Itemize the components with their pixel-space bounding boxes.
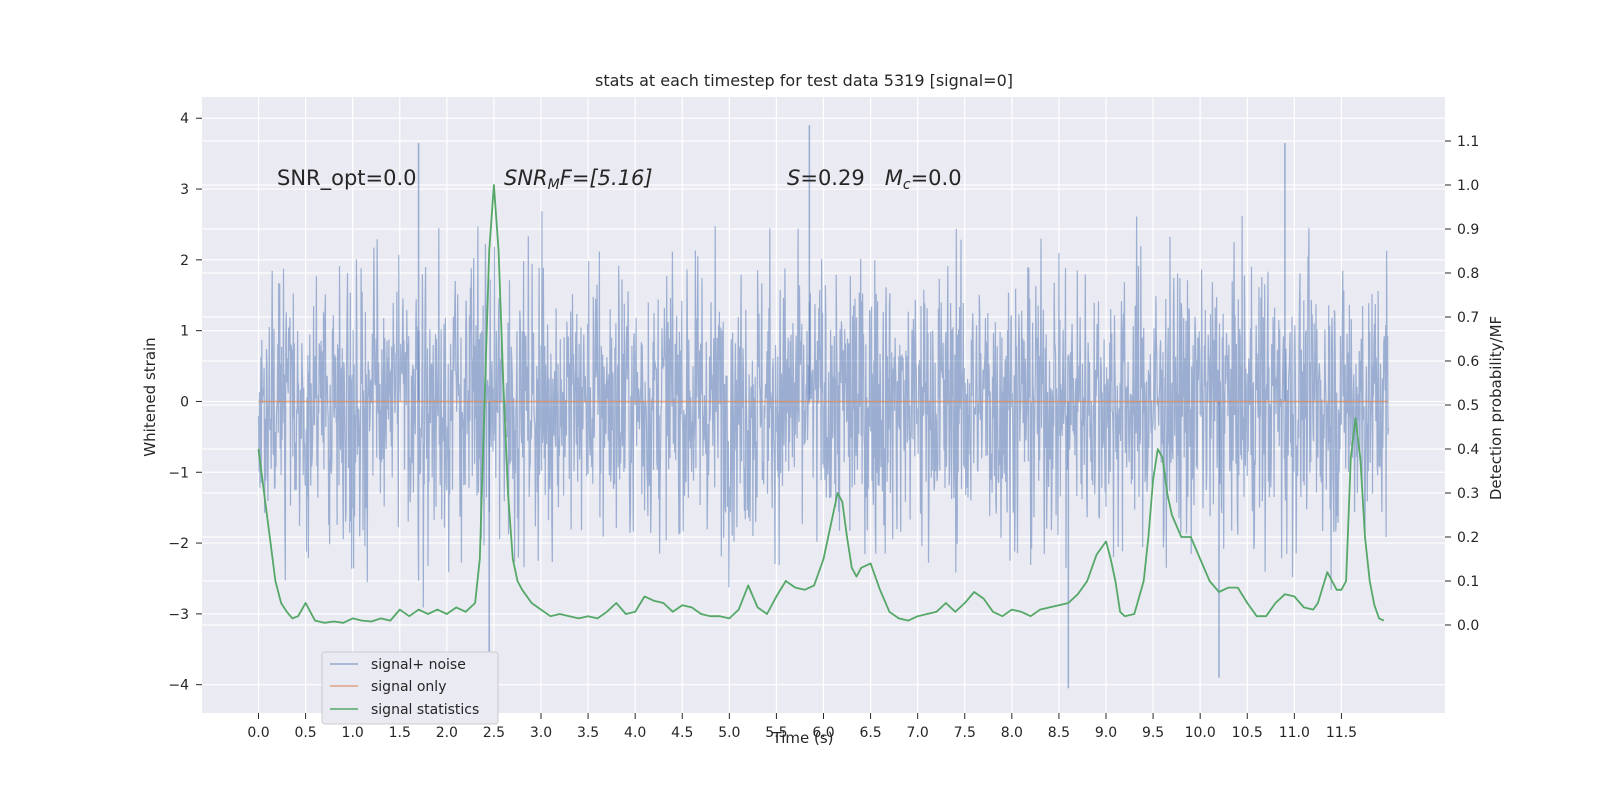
legend: signal+ noise signal only signal statist… [321,651,499,725]
x-tick-label: 4.5 [671,725,693,741]
y2-tick-label: 0.4 [1457,442,1479,458]
y-axis-label: Whitened strain [141,337,159,456]
y2-tick-label: 0.1 [1457,574,1479,590]
chart-title: stats at each timestep for test data 531… [595,71,1013,90]
x-tick-label: 10.0 [1185,725,1216,741]
x-tick-label: 11.5 [1326,725,1357,741]
x-tick-label: 4.0 [624,725,646,741]
y-tick-label: −4 [168,678,189,694]
y2-tick-label: 0.9 [1457,222,1479,238]
y-axis-right: 0.0 0.1 0.2 0.3 0.4 0.5 0.6 0.7 0.8 0.9 1.0 1.1 [1445,134,1479,634]
x-axis: 0.0 0.5 1.0 1.5 2.0 2.5 3.0 3.5 4.0 4.5 5.0 5.5 6.0 6… [247,713,1357,741]
y-tick-label: −2 [168,536,189,552]
y2-tick-label: 0.0 [1457,618,1479,634]
x-tick-label: 11.0 [1279,725,1310,741]
legend-label-signal-only: signal only [371,679,446,695]
y-tick-label: 1 [180,324,189,340]
y2-tick-label: 1.0 [1457,178,1479,194]
x-tick-label: 0.5 [294,725,316,741]
x-tick-label: 6.5 [859,725,881,741]
y2-tick-label: 0.7 [1457,310,1479,326]
x-tick-label: 1.5 [389,725,411,741]
y2-tick-label: 0.8 [1457,266,1479,282]
x-tick-label: 2.0 [436,725,458,741]
annotation-snr-mf: SNRMF=[5.16] [504,166,653,193]
series-signal-statistics [257,184,1385,624]
x-tick-label: 3.5 [577,725,599,741]
x-tick-label: 9.0 [1095,725,1117,741]
x-tick-label: 7.0 [907,725,929,741]
y-tick-label: −1 [168,465,189,481]
y2-tick-label: 0.6 [1457,354,1479,370]
y-tick-label: −3 [168,607,189,623]
y-tick-label: 2 [180,253,189,269]
annotation-snr-opt: SNR_opt=0.0 [277,166,417,191]
x-tick-label: 8.0 [1001,725,1023,741]
annotation-s-mc: S=0.29 Mc=0.0 [787,166,962,193]
signal-plus-noise-line [257,211,1390,608]
y2-axis-label: Detection probability/MF [1487,316,1505,500]
x-tick-label: 10.5 [1232,725,1263,741]
x-tick-label: 3.0 [530,725,552,741]
x-tick-label: 8.5 [1048,725,1070,741]
series-signal-plus-noise [257,125,1390,689]
x-tick-label: 2.5 [483,725,505,741]
x-tick-label: 5.0 [718,725,740,741]
x-tick-label: 5.5 [765,725,787,741]
y-tick-label: 0 [180,394,189,410]
x-tick-label: 6.0 [812,725,834,741]
legend-label-signal-statistics: signal statistics [371,702,479,718]
x-tick-label: 0.0 [247,725,269,741]
legend-box [321,651,499,725]
y2-tick-label: 0.5 [1457,398,1479,414]
y2-tick-label: 1.1 [1457,134,1479,150]
y2-tick-label: 0.3 [1457,486,1479,502]
x-tick-label: 1.0 [342,725,364,741]
x-tick-label: 7.5 [954,725,976,741]
y-tick-label: 3 [180,182,189,198]
y-axis-left: −4 −3 −2 −1 0 1 2 3 4 [168,111,202,694]
legend-label-signal-plus-noise: signal+ noise [371,657,466,673]
y-tick-label: 4 [180,111,189,127]
signal-statistics-line [257,184,1385,624]
x-axis-label: Time (s) [772,729,834,747]
y2-tick-label: 0.2 [1457,530,1479,546]
x-tick-label: 9.5 [1142,725,1164,741]
